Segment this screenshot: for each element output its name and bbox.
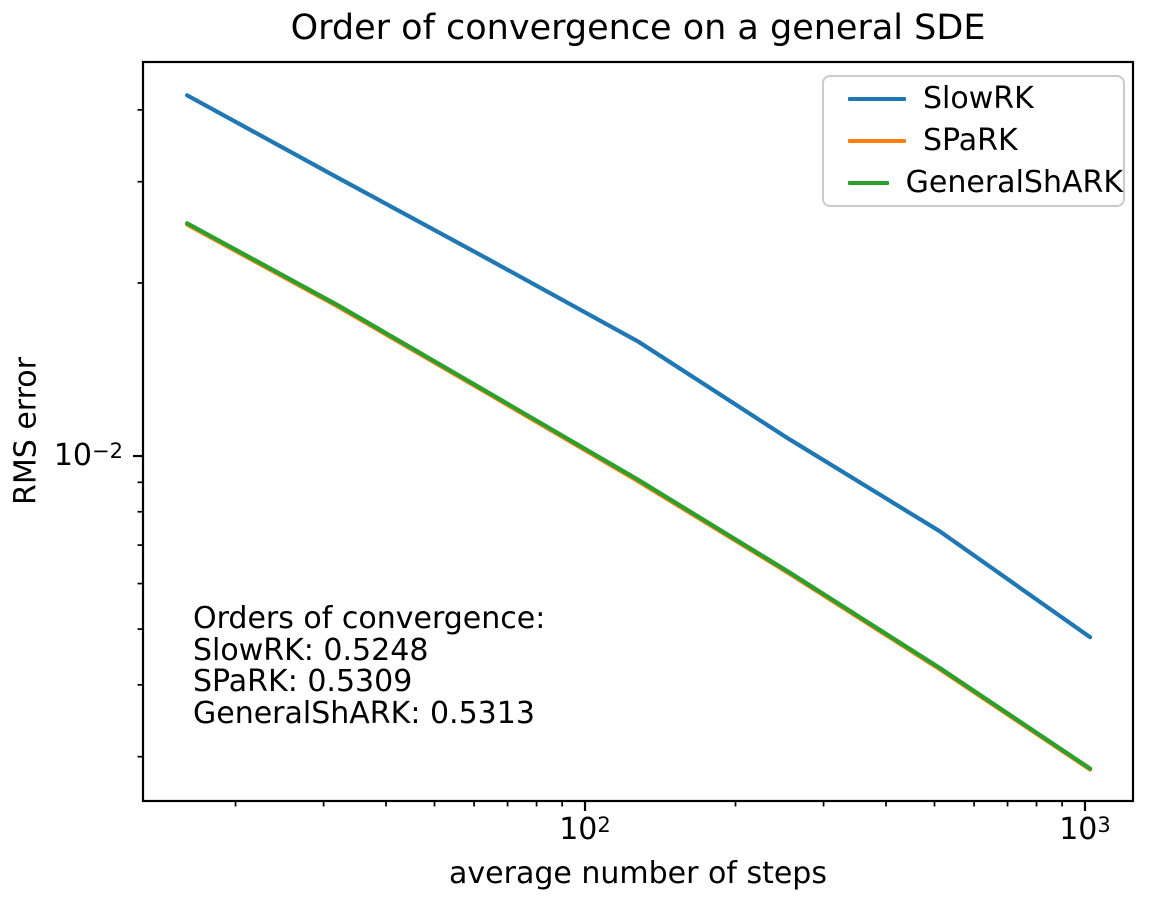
legend-label: SPaRK	[923, 123, 1018, 158]
legend-item-slowrk: SlowRK	[824, 78, 1123, 120]
legend-label: GeneralShARK	[905, 165, 1123, 200]
annotation-line: GeneralShARK: 0.5313	[193, 696, 535, 732]
y-tick-label-0.01: 10−2	[54, 438, 123, 473]
x-tick-label-100: 102	[559, 812, 611, 847]
orders-annotation: Orders of convergence: SlowRK: 0.5248 SP…	[193, 603, 545, 730]
legend-line-icon	[848, 181, 889, 185]
legend-item-spark: SPaRK	[824, 120, 1123, 162]
annotation-line: SPaRK: 0.5309	[193, 664, 413, 700]
legend-item-generalshark: GeneralShARK	[824, 162, 1123, 204]
tick-exponent: 2	[597, 813, 611, 837]
x-tick-label-1000: 103	[1059, 812, 1111, 847]
legend-label: SlowRK	[923, 81, 1034, 116]
x-axis-label: average number of steps	[449, 856, 827, 891]
legend-line-icon	[848, 139, 906, 143]
tick-exponent: −2	[92, 439, 123, 463]
y-axis-label: RMS error	[8, 357, 44, 505]
annotation-line: Orders of convergence:	[193, 601, 546, 636]
plot-border	[141, 60, 1135, 803]
series-lines	[185, 93, 1093, 772]
tick-mantissa: 10	[559, 812, 598, 847]
tick-mantissa: 10	[1059, 812, 1098, 847]
legend: SlowRK SPaRK GeneralShARK	[822, 75, 1125, 207]
annotation-line: SlowRK: 0.5248	[193, 632, 429, 668]
tick-mantissa: 10	[53, 438, 93, 473]
chart-title: Order of convergence on a general SDE	[290, 8, 986, 48]
tick-exponent: 3	[1097, 813, 1111, 837]
legend-line-icon	[848, 97, 906, 101]
